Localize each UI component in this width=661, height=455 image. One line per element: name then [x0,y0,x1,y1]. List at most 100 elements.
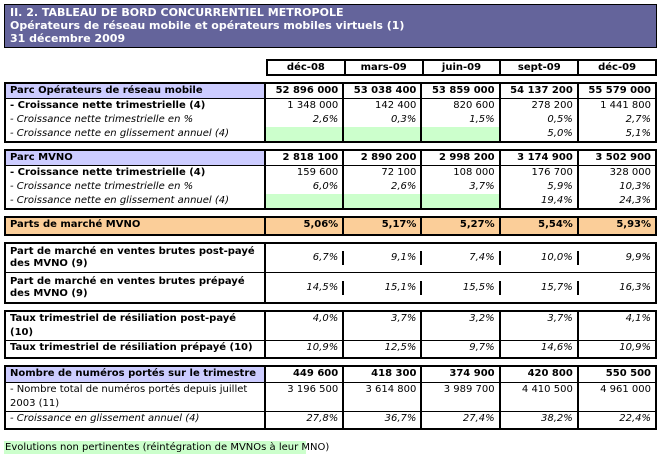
value-cell: 2,7% [625,114,652,125]
value-cell: 10,9% [619,342,652,353]
table-row: Parts de marché MVNO 5,06% 5,17% 5,27% 5,54%… [6,218,656,234]
value-cell: 38,2% [501,412,579,428]
value-cell: 12,5% [344,341,423,357]
row-label: Taux trimestriel de résiliation post-pay… [6,312,266,340]
value-cell: 374 900 [422,367,501,382]
value-cell: 7,4% [422,251,501,265]
block-numeros-portes: Nombre de numéros portés sur le trimestr… [4,365,657,430]
block-parts-ventes-brutes-mvno: Part de marché en ventes brutes post-pay… [4,242,657,304]
block-parc-operateurs-reseau-mobile: Parc Opérateurs de réseau mobile 52 896 0… [4,82,657,143]
value-cell: 3,7% [422,180,501,194]
table-row: - Croissance nette en glissement annuel … [6,194,655,208]
report-table-blocks: Parc Opérateurs de réseau mobile 52 896 0… [4,82,661,430]
value-cell: 3,7% [501,312,579,340]
row-label: Parc MVNO [6,151,266,165]
value-cell: 5,0% [501,127,579,141]
table-row: - Croissance nette trimestrielle en % 6,0… [6,180,655,194]
value-cell: 24,3% [619,195,652,206]
value-cell [422,194,501,208]
value-cell: 1 441 800 [600,100,652,111]
value-cell: 3 989 700 [422,383,501,411]
value-cell: 1,5% [422,113,501,127]
value-cell: 4,0% [266,312,345,340]
value-cell: 14,6% [501,341,579,357]
value-cell: 449 600 [266,367,345,382]
value-cell: 6,7% [266,251,345,265]
value-cell: 2 818 100 [266,151,345,165]
block-parts-de-marche-mvno: Parts de marché MVNO 5,06% 5,17% 5,27% 5,54%… [4,216,657,236]
column-header-spacer [4,59,266,76]
table-row: - Croissance nette en glissement annuel … [6,127,655,141]
table-row: Taux trimestriel de résiliation prépayé … [6,341,655,357]
value-cell: 55 579 000 [588,85,652,96]
value-cell: 1 348 000 [266,99,345,113]
column-header-mars-09: mars-09 [346,61,424,74]
value-cell: 10,0% [501,251,579,265]
row-label: - Nombre total de numéros portés depuis … [6,383,266,411]
value-cell: 418 300 [344,367,423,382]
value-cell: 278 200 [501,99,579,113]
value-cell: 4 961 000 [600,384,652,395]
report-title-line2: Opérateurs de réseau mobile et opérateur… [10,19,405,32]
value-cell: 5,54% [500,218,579,234]
row-label: - Croissance nette en glissement annuel … [6,194,266,208]
row-label: - Croissance nette trimestrielle (4) [6,99,266,113]
value-cell: 420 800 [501,367,579,382]
value-cell: 3 174 900 [501,151,579,165]
row-label: Part de marché en ventes brutes prépayé … [6,273,266,302]
value-cell: 142 400 [344,99,423,113]
title-band: II. 2. TABLEAU DE BORD CONCURRENTIEL MET… [4,4,657,48]
value-cell: 3 502 900 [595,152,652,163]
row-label: Parts de marché MVNO [6,218,266,234]
footer-note-text: Evolutions non pertinentes (réintégratio… [4,441,330,454]
value-cell: 3 614 800 [344,383,423,411]
value-cell: 54 137 200 [501,84,579,98]
value-cell: 16,3% [619,281,652,293]
value-cell: 5,27% [422,218,501,234]
footer-note: Evolutions non pertinentes (réintégratio… [4,441,661,455]
table-row: Part de marché en ventes brutes prépayé … [6,273,655,302]
value-cell: 27,8% [266,412,345,428]
column-headers: déc-08 mars-09 juin-09 sept-09 déc-09 [266,59,657,76]
table-row: - Nombre total de numéros portés depuis … [6,383,655,412]
value-cell: 3,2% [422,312,501,340]
value-cell: 52 896 000 [266,84,345,98]
row-label: - Croissance nette trimestrielle en % [6,113,266,127]
value-cell: 0,3% [344,113,423,127]
value-cell: 3,7% [344,312,423,340]
row-label: - Croissance en glissement annuel (4) [6,412,266,428]
value-cell: 0,5% [501,113,579,127]
value-cell: 72 100 [344,166,423,180]
row-label: Taux trimestriel de résiliation prépayé … [6,341,266,357]
row-label: Part de marché en ventes brutes post-pay… [6,244,266,272]
row-label: - Croissance nette trimestrielle (4) [6,166,266,180]
value-cell [344,194,423,208]
block-taux-resiliation: Taux trimestriel de résiliation post-pay… [4,310,657,359]
value-cell: 53 038 400 [344,84,423,98]
value-cell [266,127,345,141]
value-cell: 6,0% [266,180,345,194]
value-cell: 10,9% [266,341,345,357]
report-title-line3: 31 décembre 2009 [10,32,126,45]
value-cell: 2 998 200 [422,151,501,165]
report-title-line1: II. 2. TABLEAU DE BORD CONCURRENTIEL MET… [10,6,344,19]
value-cell: 820 600 [422,99,501,113]
value-cell: 5,06% [266,218,345,234]
block-parc-mvno: Parc MVNO 2 818 100 2 890 200 2 998 200 3 17… [4,149,657,210]
value-cell: 22,4% [619,413,652,424]
row-label: - Croissance nette trimestrielle en % [6,180,266,194]
value-cell: 9,9% [625,252,652,263]
value-cell: 53 859 000 [422,84,501,98]
value-cell: 159 600 [266,166,345,180]
table-row: - Croissance nette trimestrielle en % 2,6… [6,113,655,127]
value-cell: 5,93% [578,218,656,234]
table-row: Parc Opérateurs de réseau mobile 52 896 0… [6,84,655,99]
value-cell: 19,4% [501,194,579,208]
value-cell: 2,6% [266,113,345,127]
value-cell: 36,7% [344,412,423,428]
value-cell: 5,9% [501,180,579,194]
value-cell [422,127,501,141]
value-cell: 2 890 200 [344,151,423,165]
column-header-row: déc-08 mars-09 juin-09 sept-09 déc-09 [4,59,657,76]
